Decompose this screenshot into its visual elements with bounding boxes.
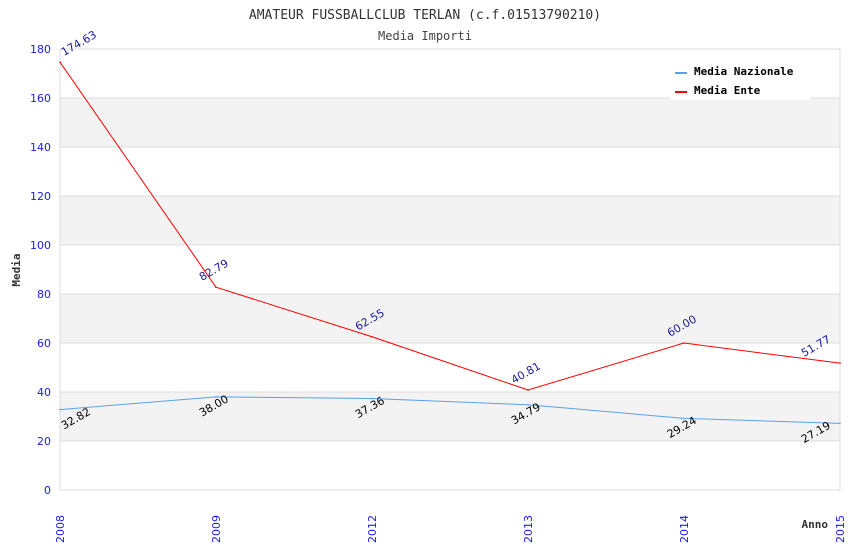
data-label: 82.79 (197, 257, 231, 284)
y-tick-label: 140 (30, 141, 51, 154)
data-point (59, 408, 61, 411)
x-tick-label: 2013 (522, 515, 535, 543)
x-tick-label: 2012 (366, 515, 379, 543)
y-tick-label: 160 (30, 92, 51, 105)
legend-label-media-nazionale: Media Nazionale (694, 65, 794, 78)
y-tick-label: 80 (37, 288, 51, 301)
data-label: 40.81 (509, 360, 543, 387)
y-tick-label: 60 (37, 337, 51, 350)
data-point (215, 396, 217, 398)
data-point (59, 61, 61, 63)
legend-label-media-ente: Media Ente (694, 84, 761, 97)
y-axis-label: Media (10, 253, 23, 286)
y-tick-label: 20 (37, 435, 51, 448)
data-point (683, 342, 685, 344)
y-tick-label: 180 (30, 43, 51, 56)
grid-band (60, 392, 840, 441)
legend: Media Nazionale Media Ente (670, 58, 810, 100)
x-tick-label: 2009 (210, 515, 223, 543)
grid-band (60, 294, 840, 343)
x-tick-label: 2014 (678, 515, 691, 543)
data-point (839, 362, 841, 364)
data-point (371, 397, 373, 400)
y-tick-label: 0 (44, 484, 51, 497)
series-line-media-ente (59, 61, 841, 391)
series-line-media-nazionale (59, 396, 841, 424)
data-point (527, 389, 529, 391)
x-tick-label: 2015 (834, 515, 847, 543)
data-point (215, 286, 217, 288)
y-tick-label: 40 (37, 386, 51, 399)
chart-title: AMATEUR FUSSBALLCLUB TERLAN (c.f.0151379… (249, 8, 601, 23)
y-tick-label: 120 (30, 190, 51, 203)
chart-subtitle: Media Importi (378, 29, 472, 43)
data-point (527, 403, 529, 406)
y-tick-label: 100 (30, 239, 51, 252)
data-point (371, 335, 373, 338)
data-point (683, 417, 685, 420)
data-label: 174.63 (59, 28, 99, 59)
x-axis-label: Anno (802, 518, 829, 531)
x-tick-label: 2008 (54, 515, 67, 543)
data-point (839, 422, 841, 425)
grid-band (60, 196, 840, 245)
grid-band (60, 98, 840, 147)
